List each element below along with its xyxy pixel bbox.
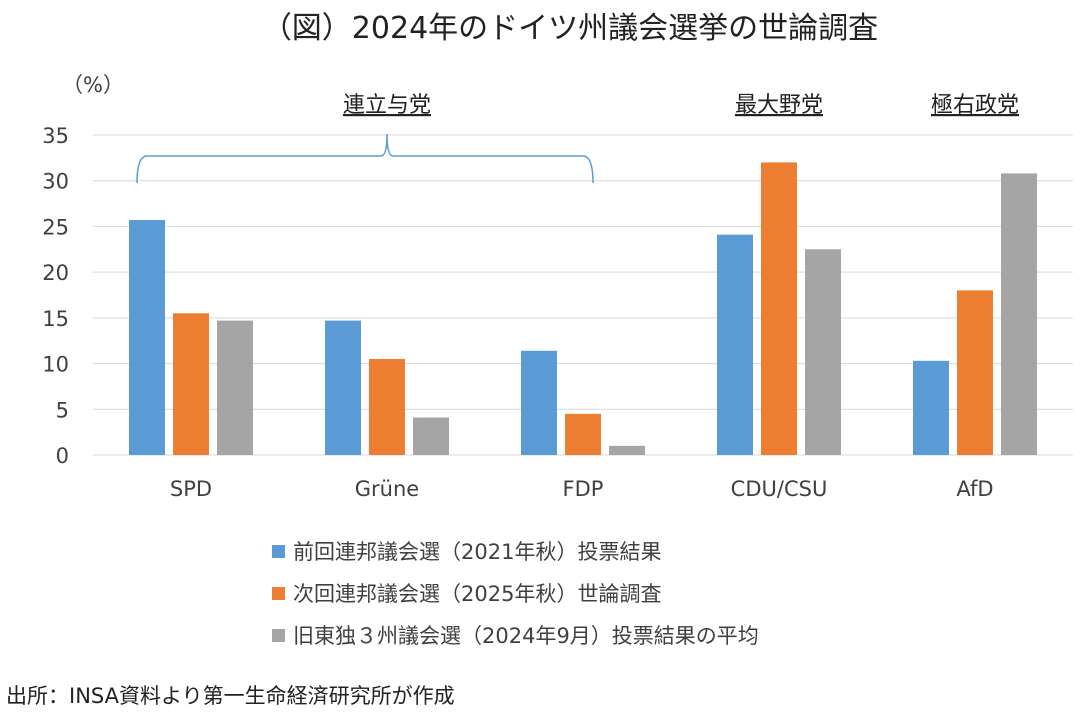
group-label: 連立与党 [343, 93, 431, 118]
legend-label: 次回連邦議会選（2025年秋）世論調査 [293, 582, 662, 606]
y-axis-ticks: 0 5 10 15 20 25 30 35 [42, 124, 69, 468]
y-tick-label: 20 [42, 261, 69, 285]
bar [913, 360, 949, 455]
legend-item: 次回連邦議会選（2025年秋）世論調査 [272, 572, 759, 614]
y-tick-label: 35 [42, 124, 69, 148]
legend-label: 前回連邦議会選（2021年秋）投票結果 [293, 540, 662, 564]
x-axis-labels: SPD Grüne FDP CDU/CSU AfD [170, 477, 994, 501]
y-tick-label: 5 [56, 398, 69, 422]
x-tick-label: SPD [170, 477, 212, 501]
chart: 0 5 10 15 20 25 30 35 SPD Grüne FDP CDU/CSU AfD 連立与… [42, 11, 1073, 501]
legend: 前回連邦議会選（2021年秋）投票結果 次回連邦議会選（2025年秋）世論調査旧東… [272, 530, 759, 656]
legend-swatch [272, 544, 285, 558]
bar [761, 162, 797, 455]
y-tick-label: 25 [42, 215, 69, 239]
chart-title: （図）2024年のドイツ州議会選挙の世論調査 [262, 11, 878, 46]
group-label: 最大野党 [735, 93, 823, 118]
bar [717, 234, 753, 455]
y-tick-label: 30 [42, 170, 69, 194]
y-axis-label: （%） [62, 73, 124, 97]
bar [957, 290, 993, 455]
bar [129, 220, 165, 455]
bar [173, 313, 209, 455]
bar [217, 320, 253, 455]
gridlines [93, 134, 1073, 456]
bars [129, 162, 1037, 455]
legend-swatch [272, 586, 285, 600]
bar [609, 445, 645, 455]
x-tick-label: CDU/CSU [731, 477, 828, 501]
x-tick-label: FDP [563, 477, 604, 501]
bar [413, 417, 449, 455]
legend-item: 旧東独３州議会選（2024年9月）投票結果の平均 [272, 614, 759, 656]
x-tick-label: AfD [956, 477, 993, 501]
x-tick-label: Grüne [355, 477, 419, 501]
legend-label: 旧東独３州議会選（2024年9月）投票結果の平均 [293, 624, 759, 648]
bar [521, 350, 557, 455]
y-tick-label: 0 [56, 444, 69, 468]
legend-item: 前回連邦議会選（2021年秋）投票結果 [272, 530, 759, 572]
bar [565, 413, 601, 455]
bar [325, 320, 361, 455]
y-tick-label: 15 [42, 307, 69, 331]
legend-swatch [272, 628, 285, 642]
group-brace [136, 133, 594, 184]
group-label: 極右政党 [931, 93, 1019, 118]
bar [805, 249, 841, 455]
group-annotations: 連立与党 最大野党 極右政党 [136, 93, 1019, 184]
bar [369, 359, 405, 455]
source-note: 出所：INSA資料より第一生命経済研究所が作成 [6, 684, 455, 708]
y-tick-label: 10 [42, 353, 69, 377]
bar [1001, 173, 1037, 455]
